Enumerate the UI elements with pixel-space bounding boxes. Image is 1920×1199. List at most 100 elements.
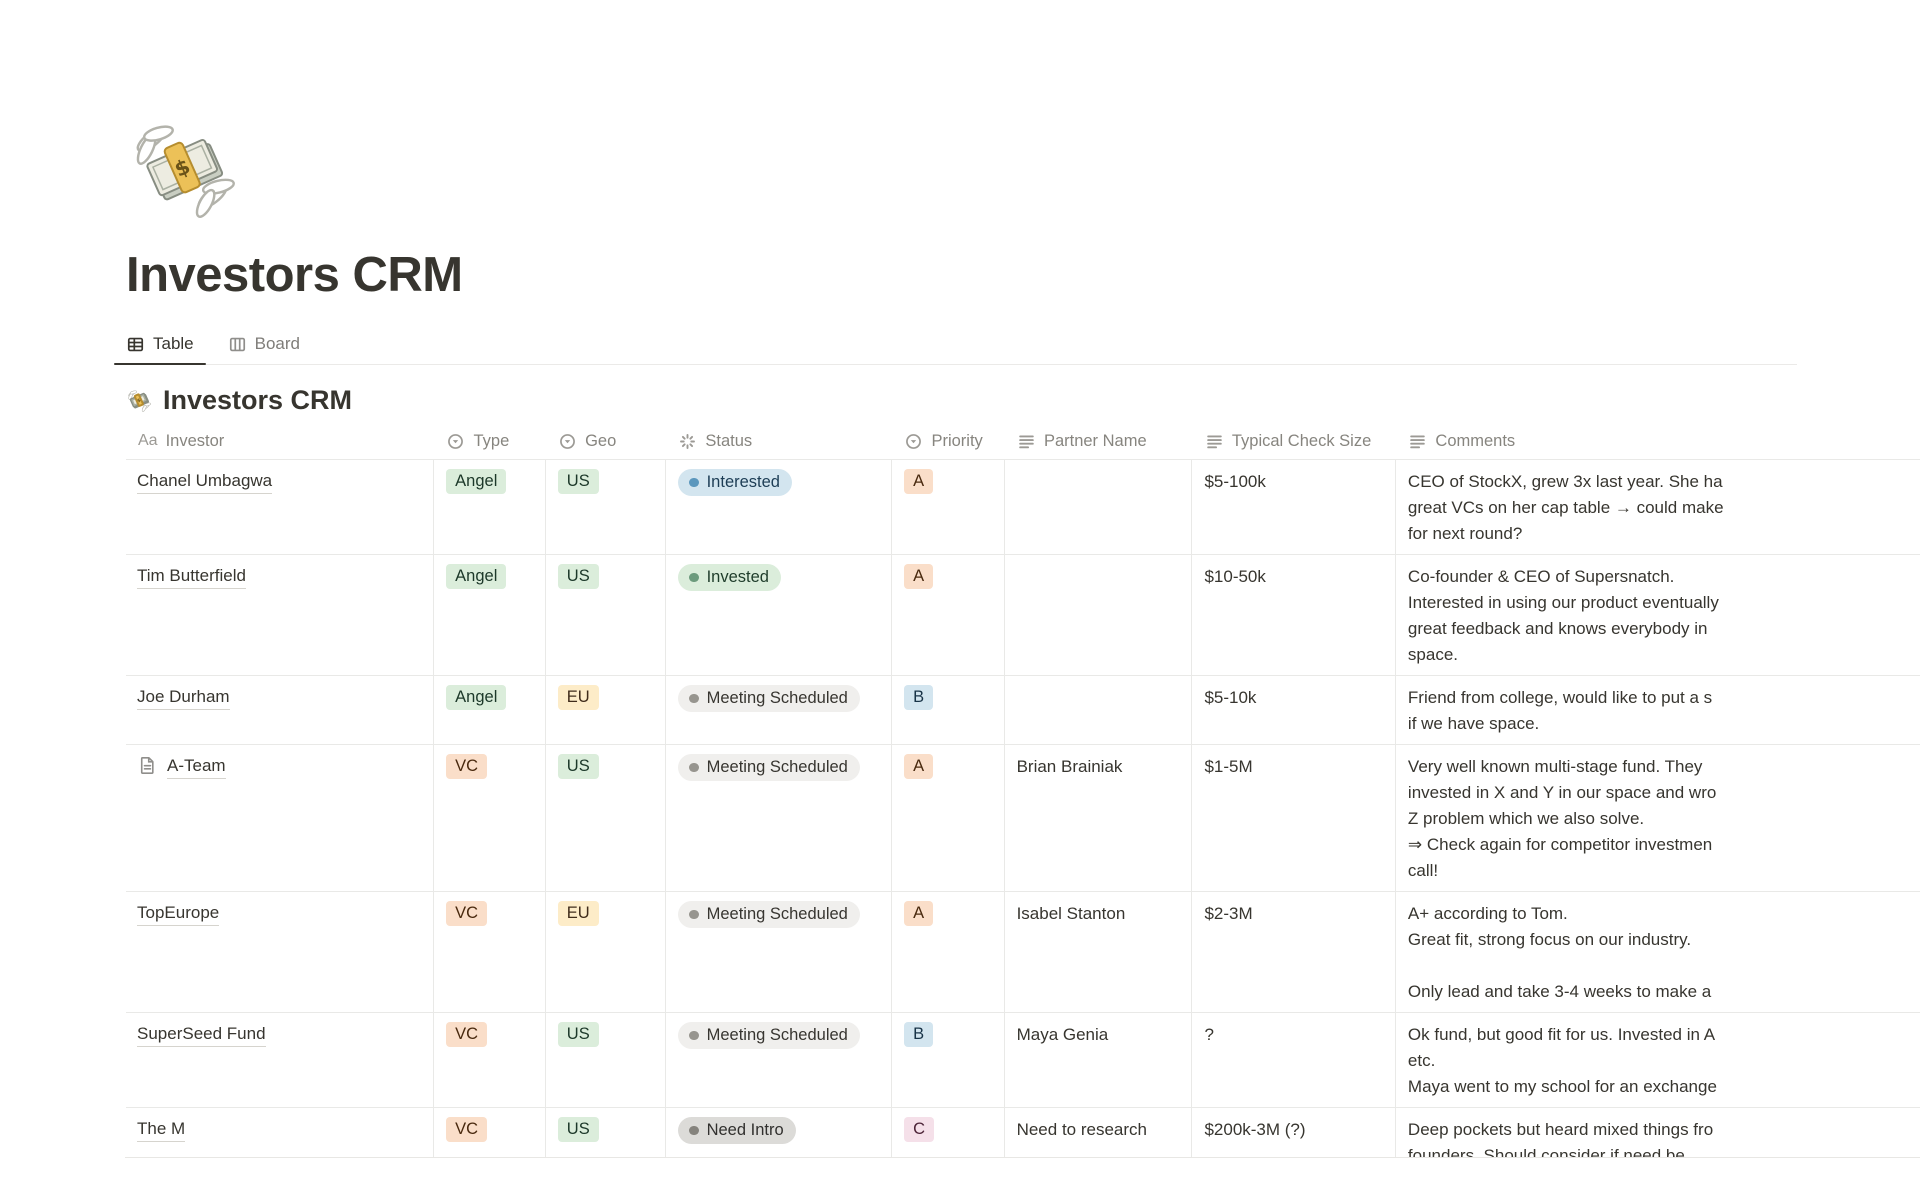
type-cell[interactable]: VC [434,892,546,1012]
geo-cell[interactable]: US [546,745,667,891]
investor-cell[interactable]: The M [126,1108,435,1157]
investor-name[interactable]: SuperSeed Fund [137,1022,266,1047]
investor-name[interactable]: The M [137,1117,186,1142]
status-label: Meeting Scheduled [706,758,848,776]
priority-cell[interactable]: A [892,460,1005,554]
geo-cell[interactable]: US [546,1108,667,1157]
investor-cell[interactable]: TopEurope [126,892,435,1012]
check-size-cell[interactable]: $1-5M [1192,745,1396,891]
status-cell[interactable]: Meeting Scheduled [666,745,893,891]
status-label: Invested [706,568,769,586]
partner-name-cell[interactable]: Brian Brainiak [1005,745,1193,891]
geo-cell[interactable]: EU [546,676,667,744]
title-property-icon: Aa [138,431,158,449]
comments-cell[interactable]: CEO of StockX, grew 3x last year. She ha… [1407,472,1724,543]
investor-cell[interactable]: Tim Butterfield [126,555,435,675]
type-cell[interactable]: VC [434,745,546,891]
column-header-typical-check-size[interactable]: Typical Check Size [1193,423,1397,459]
table-row[interactable]: SuperSeed Fund VC US Meeting Scheduled B… [126,1013,1920,1108]
table-row[interactable]: A-Team VC US Meeting Scheduled A Brian B… [126,745,1920,892]
geo-tag: US [557,469,599,494]
status-cell[interactable]: Invested [666,555,893,675]
priority-cell[interactable]: A [892,892,1005,1012]
view-tabs: Table Board [114,326,1797,365]
table-body: Chanel Umbagwa Angel US Interested A $5-… [126,460,1920,1157]
partner-name-cell[interactable] [1005,676,1193,744]
type-cell[interactable]: VC [434,1108,546,1157]
priority-tag: A [904,754,934,779]
priority-cell[interactable]: B [892,676,1005,744]
comments-cell[interactable]: Co-founder & CEO of Supersnatch. Interes… [1407,567,1719,664]
check-size-cell[interactable]: $2-3M [1192,892,1396,1012]
geo-cell[interactable]: US [546,1013,667,1107]
investor-name[interactable]: Chanel Umbagwa [137,469,273,494]
check-size-cell[interactable]: $5-100k [1192,460,1396,554]
status-cell[interactable]: Meeting Scheduled [666,1013,893,1107]
database-title-row: Investors CRM [126,384,1920,416]
geo-tag: EU [557,901,599,926]
geo-cell[interactable]: EU [546,892,667,1012]
status-cell[interactable]: Meeting Scheduled [666,676,893,744]
table-row[interactable]: Chanel Umbagwa Angel US Interested A $5-… [126,460,1920,555]
status-pill: Meeting Scheduled [678,754,860,781]
investor-name[interactable]: Tim Butterfield [137,564,246,589]
table-row[interactable]: TopEurope VC EU Meeting Scheduled A Isab… [126,892,1920,1013]
priority-tag: A [904,901,934,926]
column-header-status[interactable]: Status [666,423,892,459]
comments-cell[interactable]: Deep pockets but heard mixed things fro … [1407,1120,1714,1157]
tab-table[interactable]: Table [114,326,206,365]
priority-cell[interactable]: A [892,555,1005,675]
type-cell[interactable]: Angel [434,555,546,675]
column-header-investor[interactable]: Aa Investor [138,431,225,450]
column-header-type[interactable]: Type [434,423,546,459]
comments-cell[interactable]: Friend from college, would like to put a… [1407,688,1713,733]
check-size-cell[interactable]: $200k-3M (?) [1192,1108,1396,1157]
comments-cell[interactable]: Very well known multi-stage fund. They i… [1407,757,1717,880]
geo-tag: US [557,1117,599,1142]
table-row[interactable]: The M VC US Need Intro C Need to researc… [126,1108,1920,1157]
check-size-cell[interactable]: $5-10k [1192,676,1396,744]
type-cell[interactable]: Angel [434,460,546,554]
status-cell[interactable]: Meeting Scheduled [666,892,893,1012]
priority-cell[interactable]: C [892,1108,1005,1157]
status-cell[interactable]: Need Intro [666,1108,893,1157]
investor-name[interactable]: Joe Durham [137,685,230,710]
investor-cell[interactable]: Joe Durham [126,676,435,744]
column-header-partner-name[interactable]: Partner Name [1005,423,1193,459]
investor-name[interactable]: A-Team [167,754,226,779]
table-row[interactable]: Tim Butterfield Angel US Invested A $10-… [126,555,1920,676]
comments-cell[interactable]: Ok fund, but good fit for us. Invested i… [1407,1025,1717,1096]
status-cell[interactable]: Interested [666,460,893,554]
table-row[interactable]: Joe Durham Angel EU Meeting Scheduled B … [126,676,1920,745]
geo-cell[interactable]: US [546,460,667,554]
page-emoji-money-with-wings-icon[interactable] [126,110,244,228]
priority-cell[interactable]: B [892,1013,1005,1107]
tab-board[interactable]: Board [216,326,312,364]
window-bottom-edge [125,1157,1920,1158]
check-size-cell[interactable]: ? [1192,1013,1396,1107]
check-size-cell[interactable]: $10-50k [1192,555,1396,675]
partner-name-cell[interactable]: Need to research [1005,1108,1193,1157]
status-pill: Meeting Scheduled [678,685,860,712]
partner-name-cell[interactable] [1005,460,1193,554]
investor-name[interactable]: TopEurope [137,901,220,926]
investor-cell[interactable]: A-Team [126,745,435,891]
column-header-geo[interactable]: Geo [546,423,666,459]
comments-cell[interactable]: A+ according to Tom. Great fit, strong f… [1407,904,1712,1001]
priority-cell[interactable]: A [892,745,1005,891]
column-header-priority[interactable]: Priority [892,423,1004,459]
type-cell[interactable]: VC [434,1013,546,1107]
partner-name-cell[interactable] [1005,555,1193,675]
type-cell[interactable]: Angel [434,676,546,744]
column-header-comments[interactable]: Comments [1396,423,1920,459]
investor-cell[interactable]: Chanel Umbagwa [126,460,435,554]
partner-name-cell[interactable]: Maya Genia [1005,1013,1193,1107]
type-tag: Angel [446,469,507,494]
partner-name-cell[interactable]: Isabel Stanton [1005,892,1193,1012]
priority-tag: B [904,685,934,710]
priority-tag: A [904,564,934,589]
status-dot [689,762,699,773]
investor-cell[interactable]: SuperSeed Fund [126,1013,435,1107]
geo-cell[interactable]: US [546,555,667,675]
